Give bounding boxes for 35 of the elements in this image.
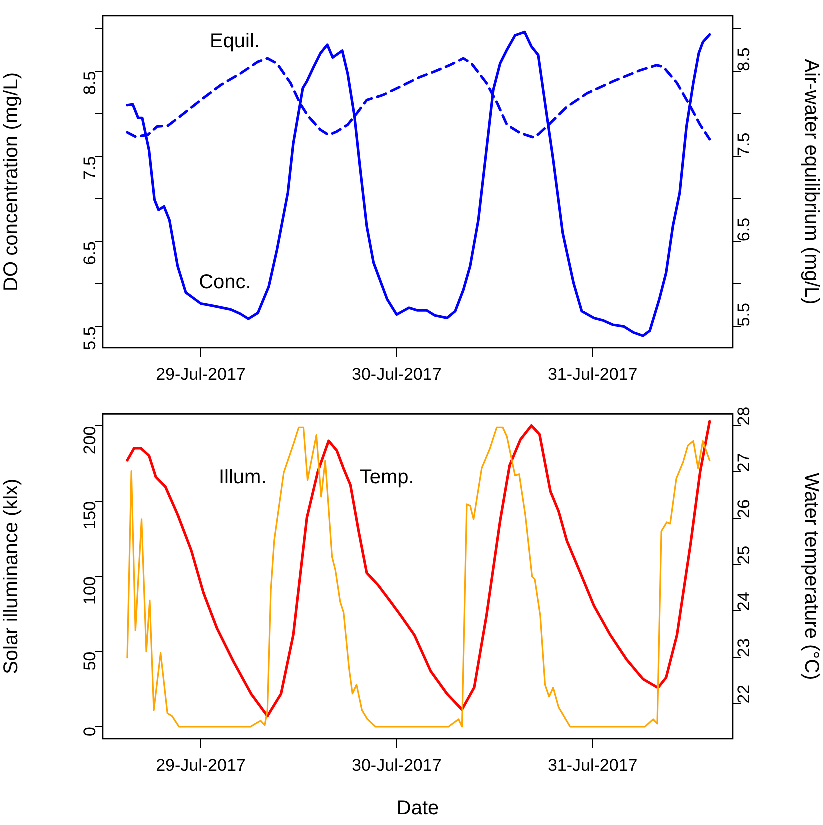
y2-tick-label: 7.5 — [734, 132, 754, 156]
y2-tick-label: 28 — [734, 406, 754, 426]
y-tick-label: 7.5 — [80, 156, 100, 180]
y2-tick-label: 25 — [734, 546, 754, 565]
y-tick-label: 200 — [80, 426, 100, 455]
y2-tick-label: 27 — [734, 453, 754, 472]
y-tick-label: 8.5 — [80, 71, 100, 95]
x-tick-label: 30-Jul-2017 — [352, 364, 442, 384]
y2-tick-label: 24 — [734, 592, 754, 612]
x-axis-title: Date — [396, 798, 440, 820]
y-axis-title: DO concentration (mg/L) — [0, 72, 23, 292]
x-tick-label: 31-Jul-2017 — [548, 364, 638, 384]
x-tick-label: 29-Jul-2017 — [156, 364, 246, 384]
y2-tick-label: 6.5 — [734, 218, 754, 242]
y2-tick-label: 26 — [734, 500, 754, 518]
y2-axis-title: Air-water equilibrium (mg/L) — [800, 59, 822, 305]
y-tick-label: 5.5 — [80, 326, 100, 350]
x-tick-label: 29-Jul-2017 — [156, 756, 246, 775]
annotation: Equil. — [210, 30, 260, 52]
y2-tick-label: 22 — [734, 684, 754, 704]
y-tick-label: 100 — [80, 576, 100, 605]
y2-tick-label: 23 — [734, 638, 754, 658]
x-tick-label: 30-Jul-2017 — [352, 756, 442, 775]
annotation: Illum. — [218, 466, 267, 488]
x-tick-label: 31-Jul-2017 — [548, 756, 638, 775]
annotation: Conc. — [199, 271, 252, 294]
y-tick-label: 0 — [80, 726, 100, 736]
annotation: Temp. — [360, 466, 414, 488]
y2-axis-title: Water temperature (°C) — [800, 472, 822, 680]
y-axis-title: Solar illuminance (klx) — [0, 478, 23, 674]
y-tick-label: 50 — [80, 652, 100, 671]
y2-tick-label: 5.5 — [734, 303, 754, 327]
y2-tick-label: 8.5 — [734, 48, 754, 72]
y-tick-label: 6.5 — [80, 242, 100, 266]
y-tick-label: 150 — [80, 501, 100, 530]
